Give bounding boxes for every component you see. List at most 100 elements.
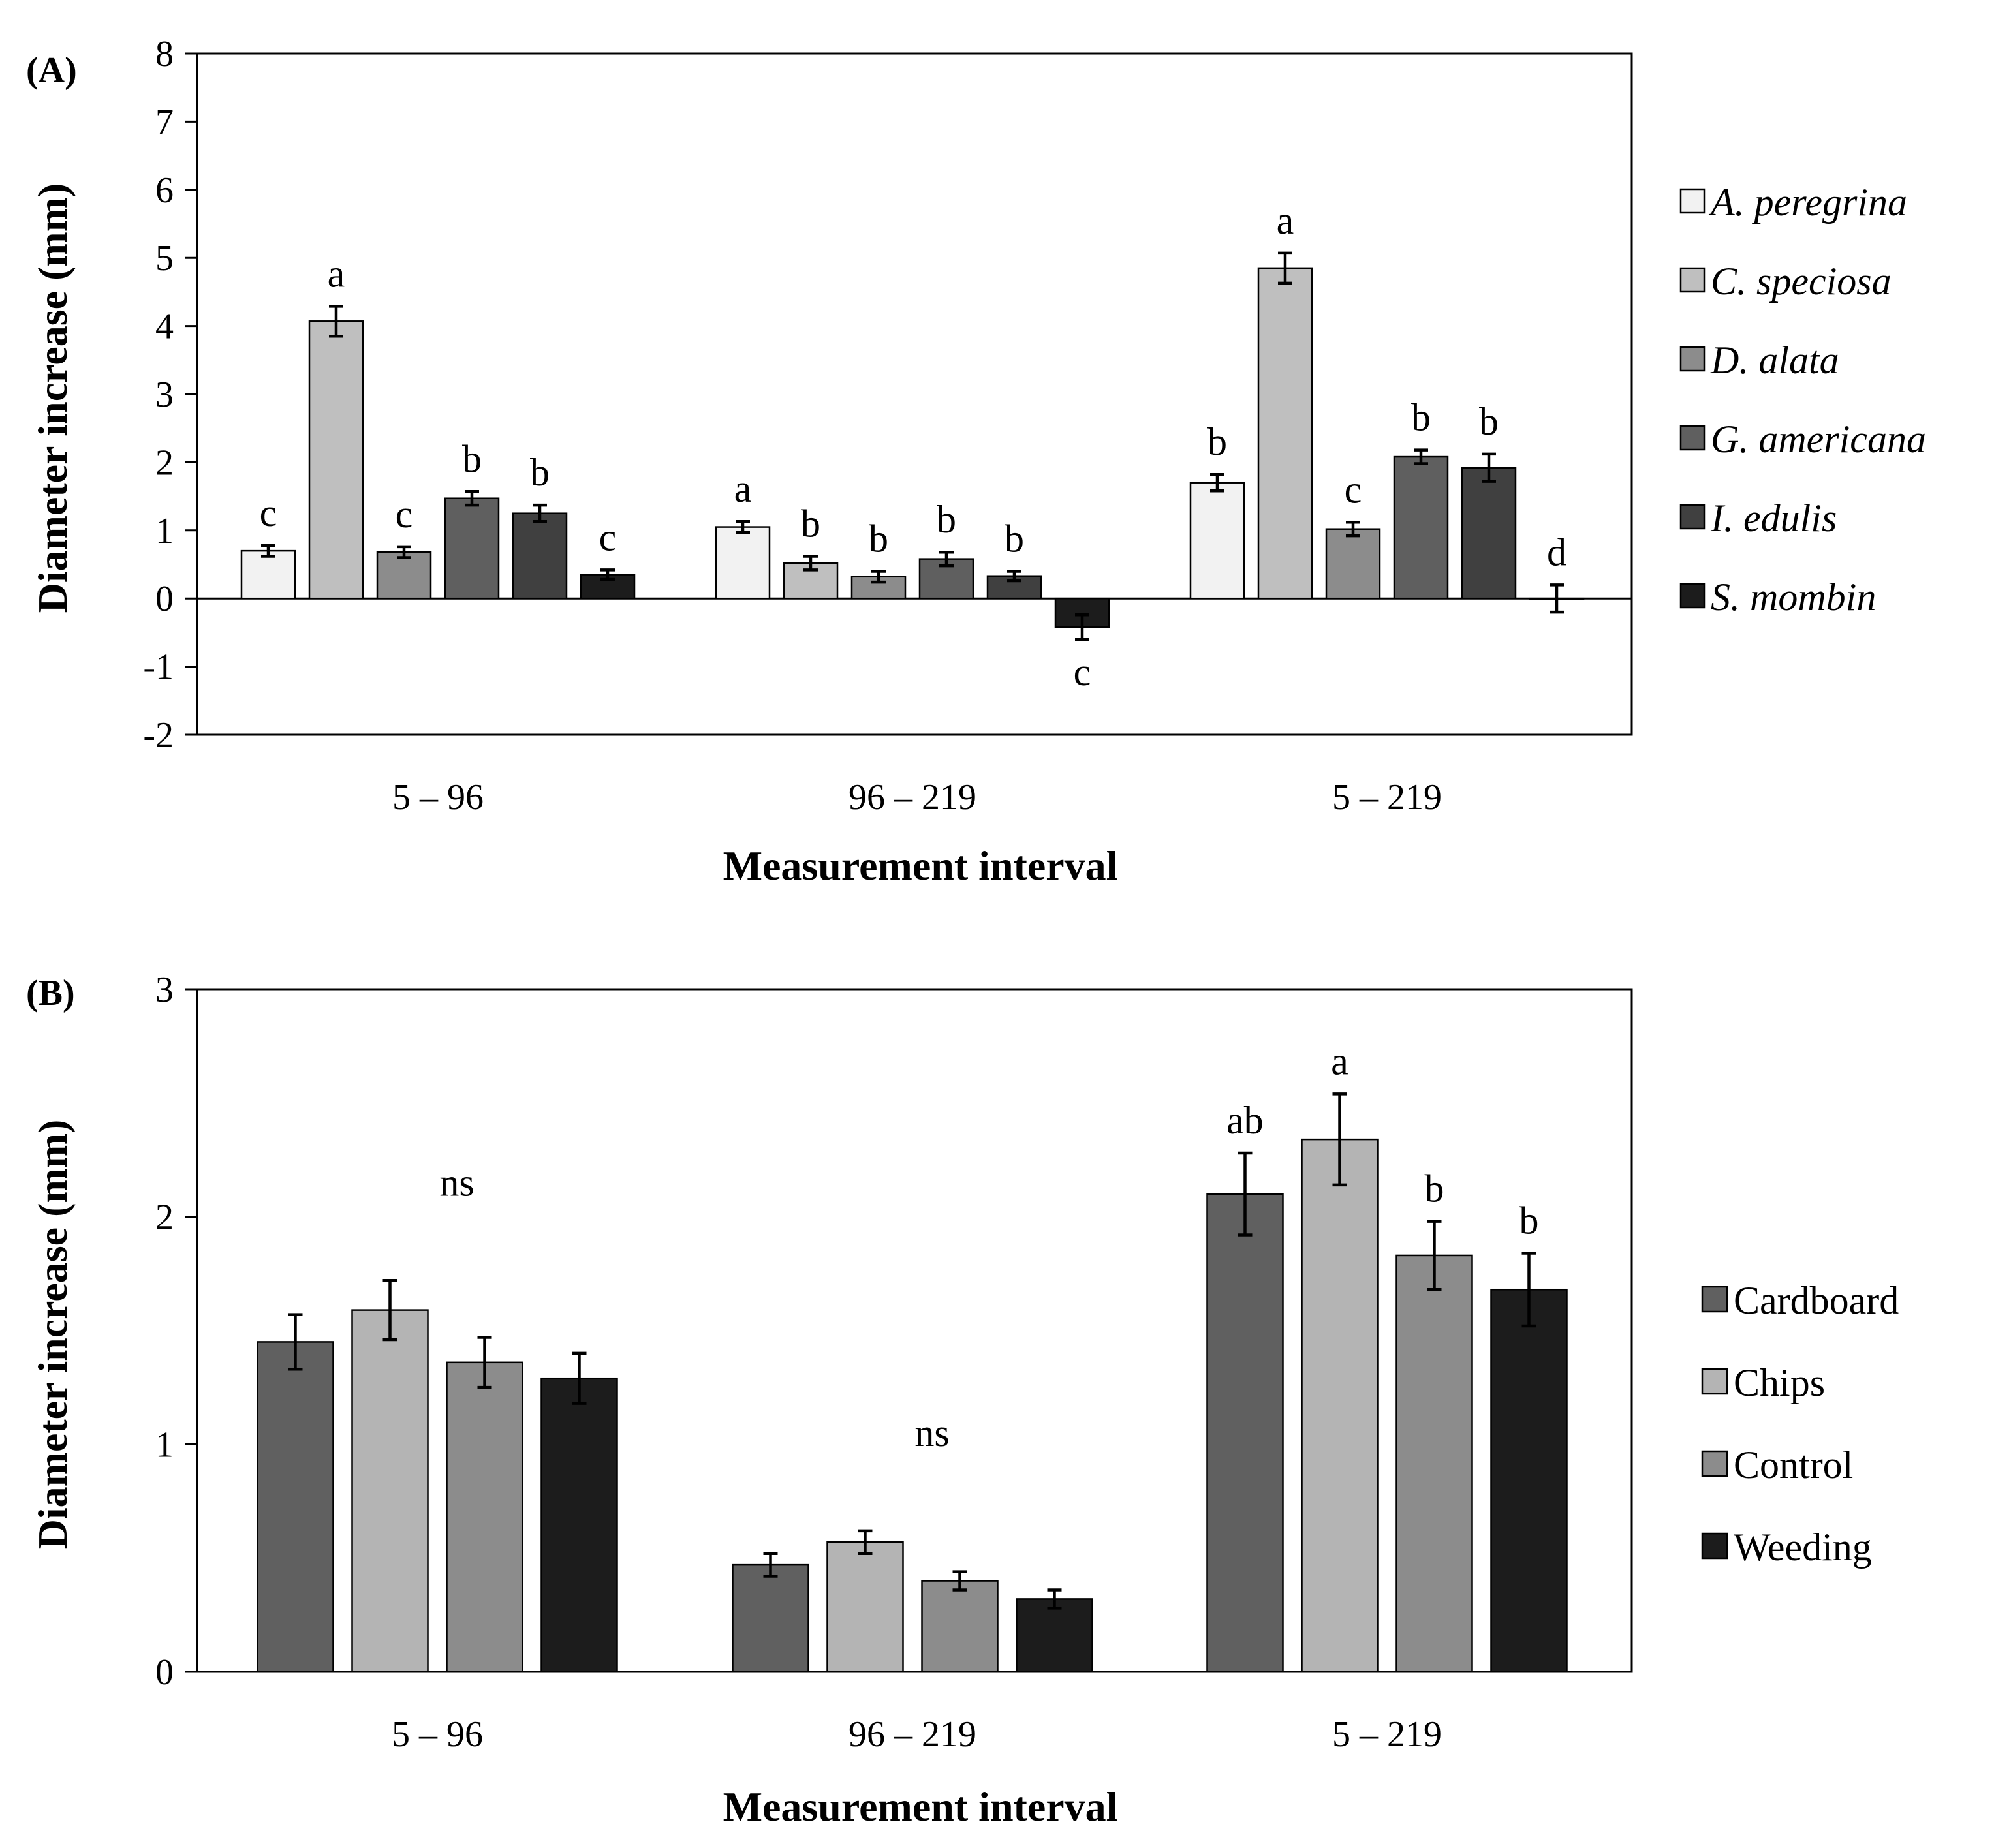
significance-letter: d [1547, 531, 1566, 574]
panel-b: (B) Diameter increase (mm) Measurement i… [26, 970, 1899, 1830]
y-tick-label: 2 [155, 1197, 174, 1238]
error-bar [1238, 1151, 1253, 1237]
bar [446, 1361, 523, 1673]
error-bar [1047, 1588, 1062, 1610]
bar [1301, 1138, 1379, 1673]
error-bar [533, 503, 547, 523]
legend-label: C. speciosa [1711, 260, 1892, 303]
panel-b-x-axis-title: Measurement interval [723, 1783, 1118, 1830]
bar [1490, 1288, 1568, 1673]
bar [826, 1541, 904, 1673]
y-tick-label: 2 [155, 442, 174, 483]
significance-letter: b [1411, 396, 1431, 439]
panel-b-label: (B) [26, 973, 75, 1013]
panel-a-x-axis-title: Measurement interval [723, 842, 1118, 889]
legend-item: D. alata [1679, 339, 1839, 382]
error-bar [1210, 472, 1224, 493]
significance-letter: b [530, 451, 550, 494]
significance-letter: b [801, 502, 820, 545]
legend-label: Chips [1734, 1361, 1825, 1404]
significance-letter: b [937, 498, 956, 541]
legend-item: Chips [1701, 1361, 1825, 1404]
legend-item: S. mombin [1679, 576, 1876, 619]
bar [1461, 467, 1517, 600]
legend-swatch [1679, 188, 1706, 214]
x-tick-label: 5 – 219 [1332, 777, 1442, 818]
panel-a-y-axis-title: Diameter increase (mm) [29, 183, 76, 613]
group-significance-label: ns [914, 1411, 949, 1455]
error-bar [477, 1336, 492, 1389]
significance-letter: c [260, 491, 277, 534]
group-significance-label: ns [439, 1161, 474, 1204]
y-tick-label: 0 [155, 579, 174, 619]
error-bar [382, 1279, 397, 1342]
legend-swatch [1701, 1368, 1728, 1395]
error-bar [1332, 1092, 1347, 1187]
y-tick-label: 7 [155, 102, 174, 142]
error-bar [1346, 521, 1360, 538]
significance-letter: a [1277, 199, 1294, 242]
error-bar [1414, 448, 1428, 465]
panel-a-plot-area: -2 -1 0 1 2 3 4 5 6 7 8 5 – 96 96 – 219 5 – 219 c a b a b a… [143, 34, 1633, 818]
y-tick-label: 4 [155, 307, 174, 347]
bar [1016, 1598, 1093, 1673]
error-bar [871, 570, 886, 584]
y-tick-label: 0 [155, 1652, 174, 1693]
significance-letter: a [1331, 1040, 1348, 1083]
bar [257, 1341, 334, 1673]
error-bar [261, 544, 275, 558]
plot-frame [196, 988, 1633, 1673]
error-bar [803, 555, 818, 572]
legend-swatch [1701, 1286, 1728, 1313]
significance-letter: ab [1226, 1099, 1264, 1142]
legend-label: A. peregrina [1708, 181, 1907, 224]
significance-letter: c [599, 516, 617, 559]
legend-label: Cardboard [1734, 1279, 1899, 1322]
legend-label: Control [1734, 1443, 1853, 1486]
legend-swatch [1679, 504, 1706, 530]
error-bar [288, 1313, 303, 1371]
bar [1257, 267, 1313, 600]
legend-label: G. americana [1711, 418, 1926, 461]
legend-swatch [1701, 1450, 1728, 1477]
bar [540, 1377, 618, 1673]
error-bar [763, 1552, 778, 1578]
legend-item: A. peregrina [1679, 181, 1907, 224]
panel-b-legend: Cardboard Chips Control Weeding [1701, 1279, 1899, 1569]
bar [376, 551, 432, 600]
legend-swatch [1679, 425, 1706, 451]
legend-item: Cardboard [1701, 1279, 1899, 1322]
error-bar [952, 1570, 967, 1592]
significance-letter: b [1519, 1199, 1539, 1242]
x-tick-label: 96 – 219 [849, 1714, 976, 1755]
significance-letter: c [396, 493, 413, 536]
significance-letter: b [1005, 517, 1024, 560]
panel-a: (A) Diameter increase (mm) Measurement i… [26, 34, 1926, 889]
significance-letter: c [1074, 651, 1091, 694]
y-tick-label: 6 [155, 170, 174, 211]
legend-item: C. speciosa [1679, 260, 1892, 303]
y-tick-label: 1 [155, 1424, 174, 1465]
legend-label: I. edulis [1710, 497, 1837, 540]
error-bar [397, 545, 411, 559]
panel-a-legend: A. peregrina C. speciosa D. alata G. americ… [1679, 181, 1926, 619]
legend-swatch [1679, 346, 1706, 372]
significance-letter: b [462, 437, 482, 480]
bar [715, 526, 771, 600]
x-tick-label: 5 – 219 [1332, 1714, 1442, 1755]
error-bar [1550, 583, 1564, 614]
error-bar [1075, 613, 1089, 641]
significance-letter: a [328, 252, 345, 295]
significance-letter: a [734, 467, 752, 510]
panel-a-label: (A) [26, 50, 77, 91]
legend-swatch [1679, 583, 1706, 609]
bar [512, 512, 568, 600]
legend-item: G. americana [1679, 418, 1926, 461]
bar [1325, 528, 1381, 600]
error-bar [1007, 570, 1021, 583]
y-tick-label: 8 [155, 34, 174, 74]
x-tick-label: 5 – 96 [392, 777, 484, 818]
legend-swatch [1701, 1532, 1728, 1560]
y-tick-label: -1 [143, 647, 174, 688]
